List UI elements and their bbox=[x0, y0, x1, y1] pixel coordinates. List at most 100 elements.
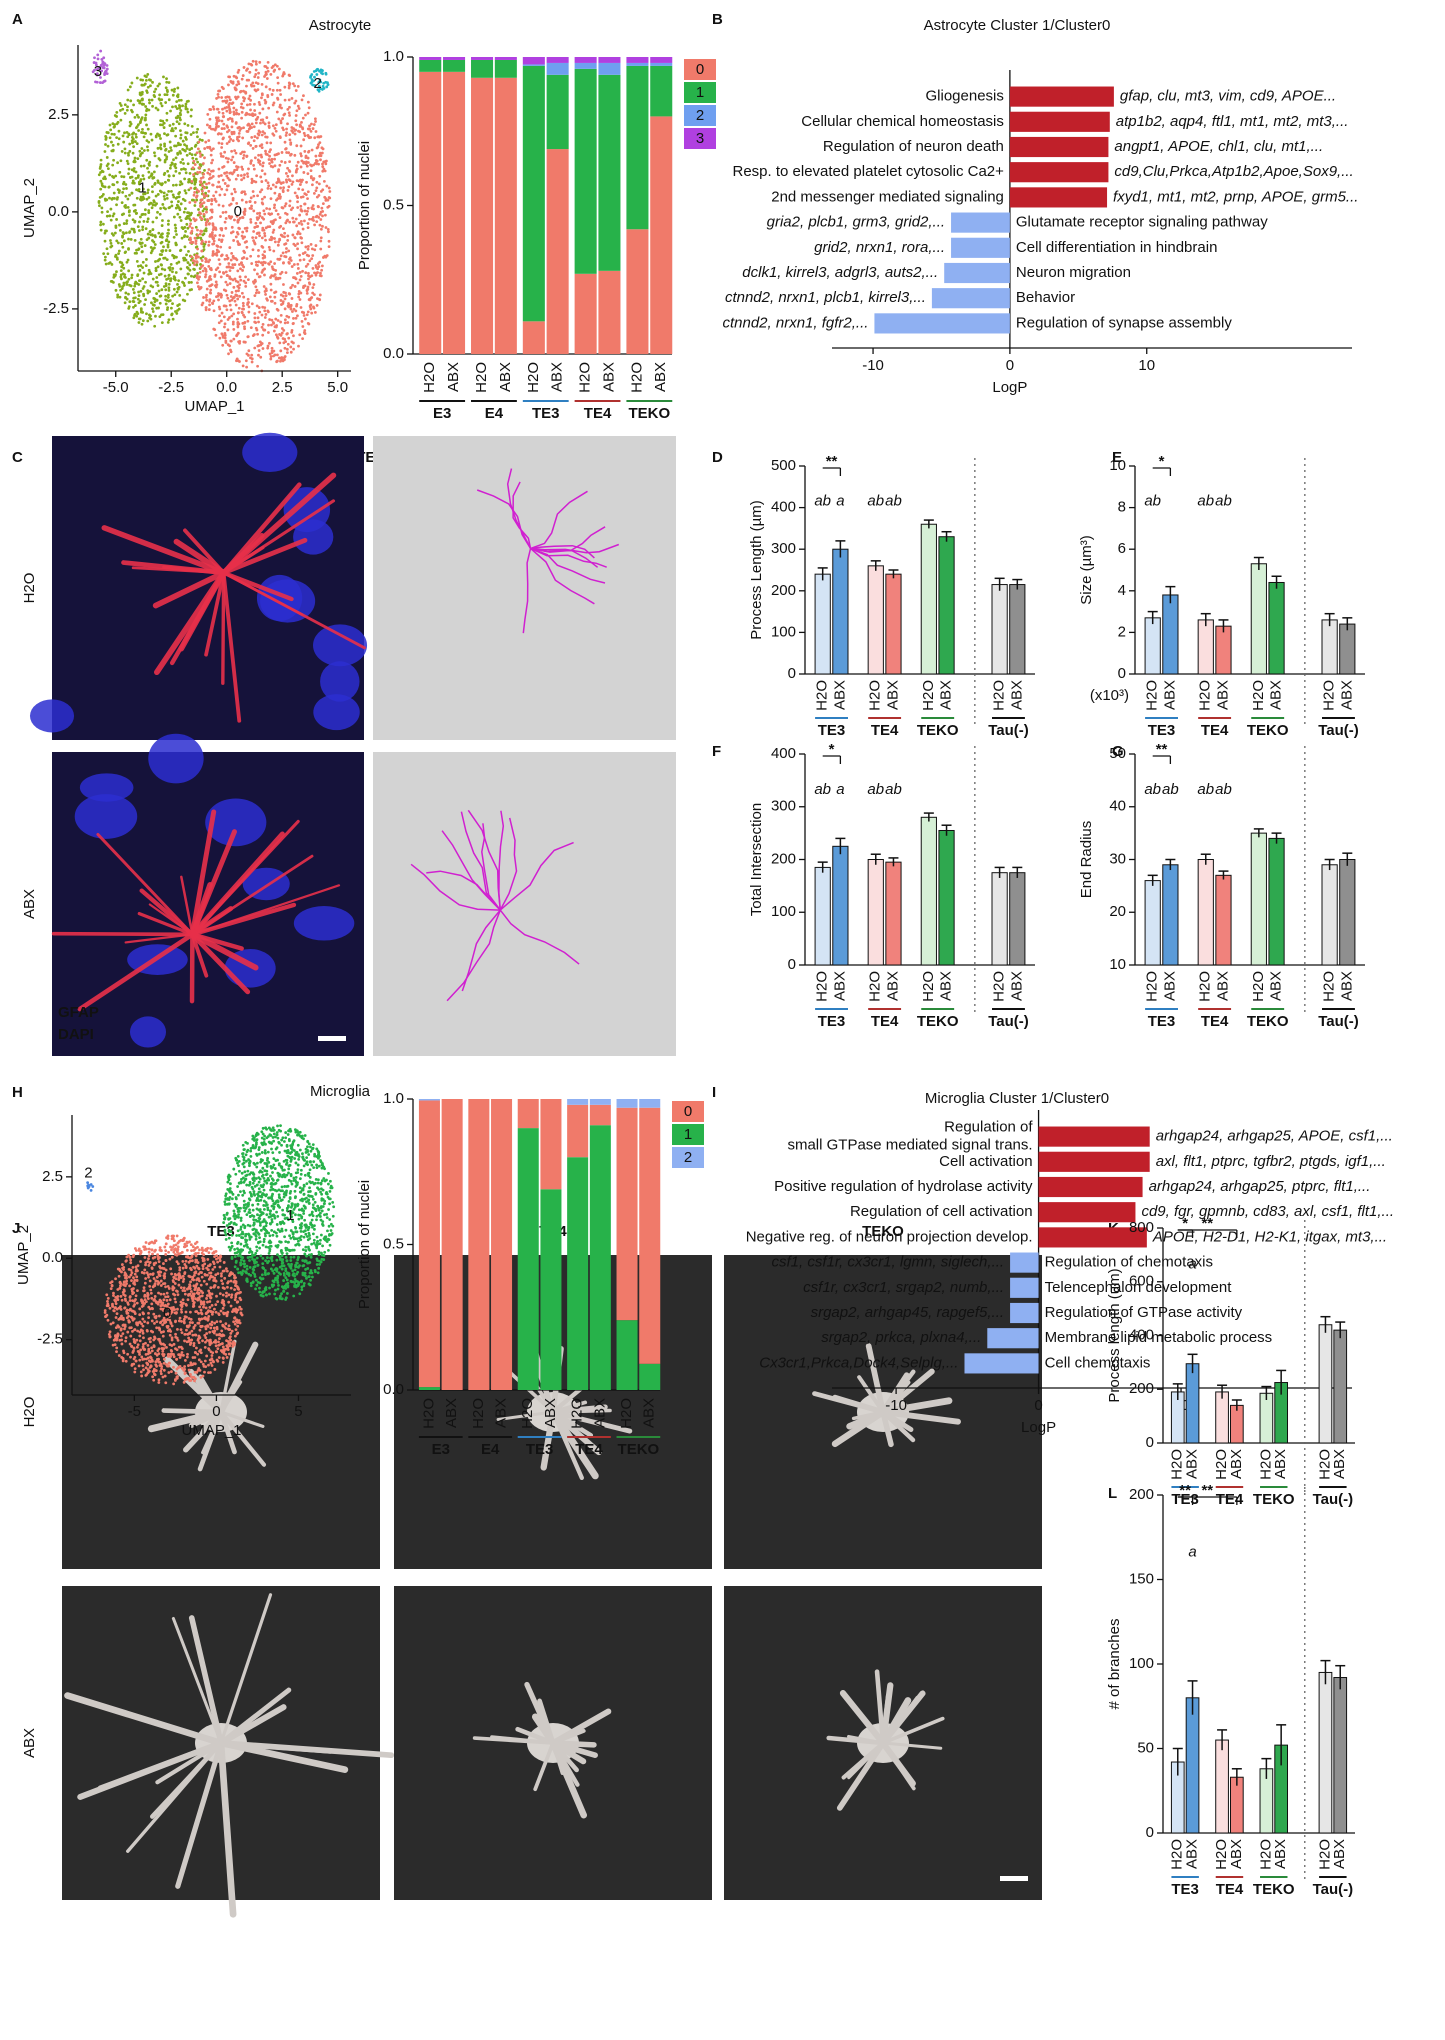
cell-dot bbox=[138, 241, 141, 244]
cell-dot bbox=[314, 311, 317, 314]
cell-dot bbox=[297, 1164, 300, 1167]
cell-dot bbox=[128, 284, 131, 287]
bar-segment bbox=[495, 57, 517, 60]
cell-dot bbox=[183, 234, 186, 237]
cell-dot bbox=[272, 89, 275, 92]
cell-dot bbox=[304, 318, 307, 321]
cell-dot bbox=[146, 149, 149, 152]
cell-dot bbox=[157, 284, 160, 287]
cell-dot bbox=[288, 221, 291, 224]
cell-dot bbox=[266, 77, 269, 80]
cell-dot bbox=[217, 93, 220, 96]
x-tick-label: 5.0 bbox=[327, 379, 348, 396]
cell-dot bbox=[121, 1263, 124, 1266]
cell-dot bbox=[142, 1312, 145, 1315]
cell-dot bbox=[234, 293, 237, 296]
cell-dot bbox=[307, 248, 310, 251]
y-tick-label: 1.0 bbox=[383, 48, 404, 65]
panel-letter: D bbox=[712, 449, 723, 466]
cell-dot bbox=[261, 169, 264, 172]
cell-dot bbox=[296, 272, 299, 275]
cell-dot bbox=[256, 218, 259, 221]
cell-dot bbox=[146, 1321, 149, 1324]
cell-dot bbox=[186, 293, 189, 296]
cell-dot bbox=[319, 294, 322, 297]
cell-dot bbox=[229, 1272, 232, 1275]
cell-dot bbox=[195, 1279, 198, 1282]
cell-dot bbox=[300, 275, 303, 278]
cell-dot bbox=[106, 164, 109, 167]
y-tick-label: 40 bbox=[1109, 798, 1126, 815]
cell-dot bbox=[221, 344, 224, 347]
cell-dot bbox=[220, 1349, 223, 1352]
cell-dot bbox=[189, 172, 192, 175]
cell-dot bbox=[285, 251, 288, 254]
cell-dot bbox=[119, 229, 122, 232]
cell-dot bbox=[178, 208, 181, 211]
cell-dot bbox=[287, 185, 290, 188]
cell-dot bbox=[295, 144, 298, 147]
cell-dot bbox=[178, 104, 181, 107]
cell-dot bbox=[220, 96, 223, 99]
cell-dot bbox=[286, 108, 289, 111]
cell-dot bbox=[173, 275, 176, 278]
cell-dot bbox=[108, 1333, 111, 1336]
cell-dot bbox=[222, 1361, 225, 1364]
cell-dot bbox=[110, 1323, 113, 1326]
cell-dot bbox=[243, 154, 246, 157]
cell-dot bbox=[152, 1272, 155, 1275]
cell-dot bbox=[169, 266, 172, 269]
cell-dot bbox=[141, 1271, 144, 1274]
cell-dot bbox=[274, 325, 277, 328]
y-tick-label: 2 bbox=[1118, 623, 1126, 640]
cell-dot bbox=[310, 312, 313, 315]
cell-dot bbox=[293, 154, 296, 157]
cell-dot bbox=[134, 1273, 137, 1276]
cell-dot bbox=[227, 104, 230, 107]
cell-dot bbox=[225, 254, 228, 257]
cell-dot bbox=[170, 263, 173, 266]
x-tick-label: ABX bbox=[1268, 680, 1285, 710]
cell-dot bbox=[139, 264, 142, 267]
cell-dot bbox=[234, 1298, 237, 1301]
cell-dot bbox=[142, 1336, 145, 1339]
y-tick-label: 0 bbox=[788, 665, 796, 682]
cell-dot bbox=[179, 129, 182, 132]
bar bbox=[1010, 87, 1114, 107]
cell-dot bbox=[236, 127, 239, 130]
cell-dot bbox=[246, 175, 249, 178]
cell-dot bbox=[205, 296, 208, 299]
cell-dot bbox=[147, 1293, 150, 1296]
cell-dot bbox=[252, 195, 255, 198]
cell-dot bbox=[229, 304, 232, 307]
cell-dot bbox=[243, 325, 246, 328]
x-tick-label: ABX bbox=[1338, 971, 1355, 1001]
cell-dot bbox=[99, 188, 102, 191]
cell-dot bbox=[149, 1340, 152, 1343]
bar bbox=[1163, 595, 1178, 674]
cell-dot bbox=[199, 180, 202, 183]
cell-dot bbox=[228, 96, 231, 99]
cell-dot bbox=[168, 289, 171, 292]
cell-dot bbox=[131, 141, 134, 144]
panel-letter: I bbox=[712, 1084, 716, 1101]
cell-dot bbox=[150, 133, 153, 136]
y-axis-label: End Radius bbox=[1078, 821, 1095, 899]
cell-dot bbox=[242, 364, 245, 367]
cell-dot bbox=[217, 1286, 220, 1289]
cell-dot bbox=[213, 1277, 216, 1280]
cell-dot bbox=[316, 304, 319, 307]
cell-dot bbox=[215, 1350, 218, 1353]
cell-dot bbox=[237, 1308, 240, 1311]
cell-dot bbox=[290, 153, 293, 156]
cell-dot bbox=[164, 153, 167, 156]
cell-dot bbox=[169, 141, 172, 144]
cell-dot bbox=[284, 205, 287, 208]
cell-dot bbox=[164, 1259, 167, 1262]
term-label: Regulation of neuron death bbox=[823, 138, 1004, 155]
cell-dot bbox=[197, 1273, 200, 1276]
x-tick-label: H2O bbox=[1197, 680, 1214, 711]
cell-dot bbox=[202, 1363, 205, 1366]
cell-dot bbox=[225, 106, 228, 109]
cell-dot bbox=[189, 237, 192, 240]
